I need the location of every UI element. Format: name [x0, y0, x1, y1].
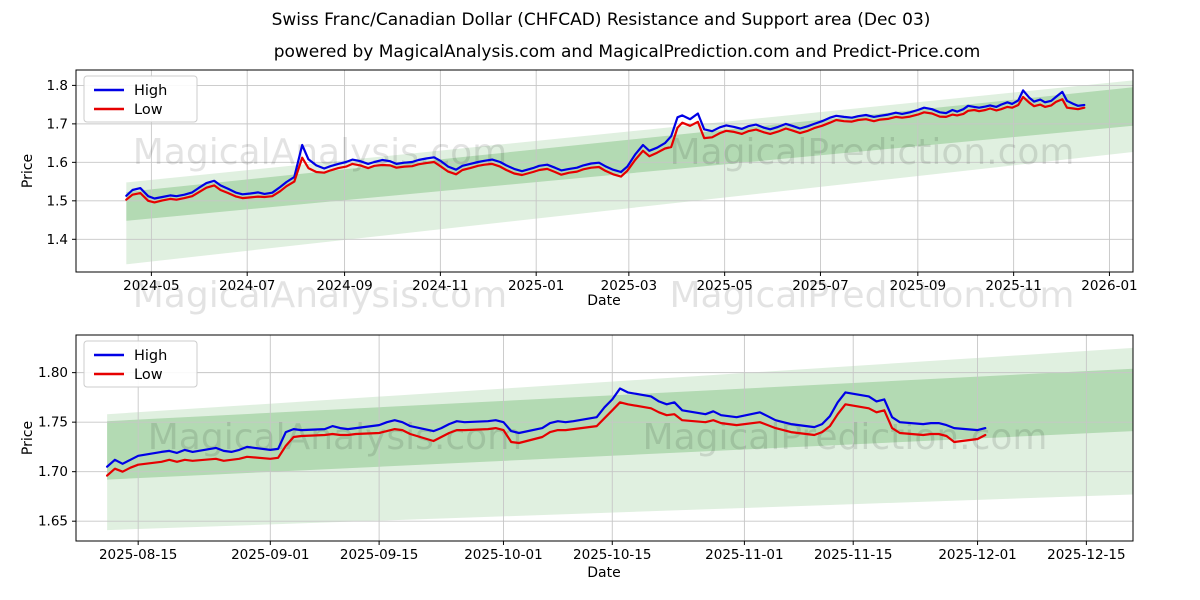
watermark-prediction-text: MagicalPrediction.com: [643, 417, 1048, 458]
x-tick-label: 2025-08-15: [99, 547, 177, 563]
legend-low-label: Low: [134, 367, 163, 383]
x-tick-label: 2025-12-15: [1047, 547, 1125, 563]
x-tick-label: 2025-01: [508, 278, 564, 294]
y-tick-label: 1.4: [47, 232, 68, 248]
y-tick-label: 1.80: [38, 365, 68, 381]
chart-title: Swiss Franc/Canadian Dollar (CHFCAD) Res…: [271, 10, 931, 30]
x-tick-label: 2025-09: [890, 278, 946, 294]
y-tick-label: 1.75: [38, 415, 68, 431]
legend-low-label: Low: [134, 102, 163, 118]
x-tick-label: 2024-11: [412, 278, 468, 294]
x-tick-label: 2024-09: [316, 278, 372, 294]
y-tick-label: 1.7: [47, 116, 68, 132]
y-tick-label: 1.6: [47, 155, 68, 171]
x-tick-label: 2025-12-01: [938, 547, 1016, 563]
resistance-area-inner-band: [107, 368, 1134, 480]
chart-subtitle: powered by MagicalAnalysis.com and Magic…: [273, 42, 981, 62]
legend-high-label: High: [134, 348, 167, 364]
bottom-chart-ylabel: Price: [20, 420, 36, 456]
legend-box: [83, 75, 198, 123]
x-tick-label: 2026-01: [1081, 278, 1137, 294]
x-tick-label: 2025-11-01: [705, 547, 783, 563]
y-tick-label: 1.5: [47, 193, 68, 209]
watermark-analysis-text: MagicalAnalysis.com: [133, 275, 507, 316]
plot-border: [75, 334, 1134, 542]
y-tick-label: 1.65: [38, 514, 68, 530]
x-tick-label: 2025-10-01: [464, 547, 542, 563]
watermark-prediction-text: MagicalPrediction.com: [670, 275, 1075, 316]
x-tick-label: 2025-10-15: [573, 547, 651, 563]
low-line: [106, 401, 987, 477]
watermark-prediction-text: MagicalPrediction.com: [670, 132, 1075, 173]
high-line: [125, 89, 1086, 200]
watermark-analysis-text: MagicalAnalysis.com: [148, 417, 522, 458]
legend-box: [83, 340, 198, 388]
x-tick-label: 2024-07: [219, 278, 275, 294]
high-line: [106, 387, 987, 468]
support-area-outer-band: [107, 347, 1134, 531]
x-tick-label: 2025-09-15: [340, 547, 418, 563]
x-tick-label: 2025-05: [696, 278, 752, 294]
plot-border: [75, 69, 1134, 273]
bottom-chart-xlabel: Date: [587, 565, 621, 581]
x-tick-label: 2025-03: [601, 278, 657, 294]
top-chart-xlabel: Date: [587, 293, 621, 309]
support-area-outer-band: [126, 80, 1134, 265]
low-line: [125, 95, 1086, 204]
y-tick-label: 1.70: [38, 464, 68, 480]
x-tick-label: 2025-09-01: [231, 547, 309, 563]
top-chart-ylabel: Price: [20, 153, 36, 189]
y-tick-label: 1.8: [47, 78, 68, 94]
x-tick-label: 2025-11: [985, 278, 1041, 294]
legend-high-label: High: [134, 83, 167, 99]
x-tick-label: 2024-05: [123, 278, 179, 294]
x-tick-label: 2025-11-15: [814, 547, 892, 563]
x-tick-label: 2025-07: [792, 278, 848, 294]
resistance-area-inner-band: [126, 87, 1134, 221]
